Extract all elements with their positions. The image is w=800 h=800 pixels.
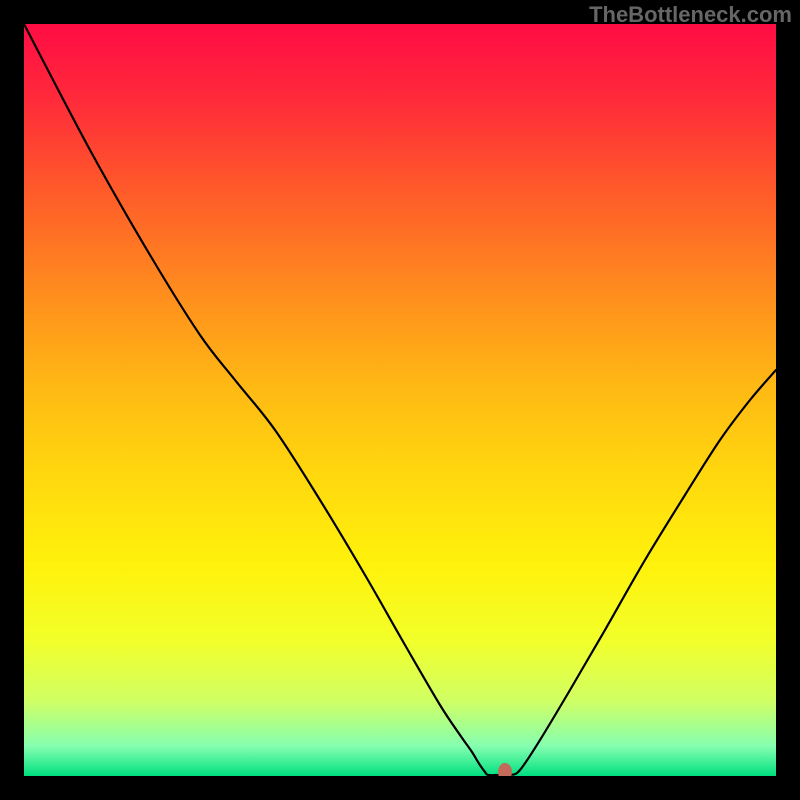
watermark-text: TheBottleneck.com [589,2,792,28]
bottleneck-chart [0,0,800,800]
chart-container: TheBottleneck.com [0,0,800,800]
optimal-point-marker [498,763,512,781]
gradient-background [24,24,776,776]
